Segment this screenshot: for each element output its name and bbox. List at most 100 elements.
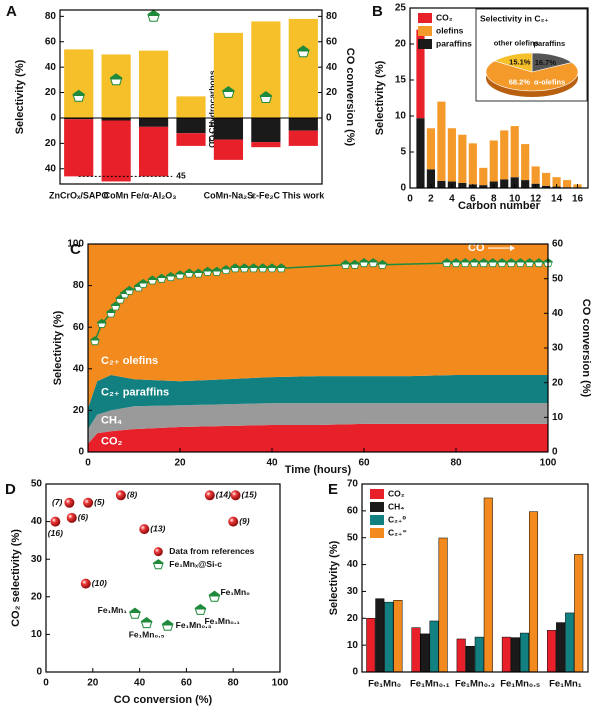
area-label: C₂₊ paraffins bbox=[101, 387, 169, 399]
y-axis-label: Selectivity (%) bbox=[374, 60, 386, 135]
x-tick-label: 16 bbox=[572, 194, 584, 205]
bar-segment bbox=[426, 169, 436, 188]
area-label: CO₂ bbox=[101, 436, 123, 448]
point bbox=[139, 524, 150, 535]
x-tick-label: 10 bbox=[509, 194, 521, 205]
bar-segment bbox=[426, 128, 436, 170]
y-tick-label: 60 bbox=[73, 322, 85, 333]
plot-frame bbox=[361, 483, 589, 673]
marker bbox=[368, 258, 378, 268]
y-tick-label: 40 bbox=[347, 559, 359, 570]
bar-segment bbox=[479, 185, 488, 188]
bar bbox=[556, 622, 566, 673]
bar-segment bbox=[437, 180, 446, 188]
bar bbox=[565, 612, 575, 673]
legend-label: Fe₁Mnₓ@Si-c bbox=[169, 559, 222, 569]
panel-letter: B bbox=[372, 3, 383, 20]
x-tick-label: 8 bbox=[491, 194, 497, 205]
legend-swatch bbox=[418, 13, 432, 23]
legend-label: C₂₊⁼ bbox=[388, 527, 407, 537]
point bbox=[129, 607, 141, 619]
bar-segment bbox=[176, 133, 206, 146]
bar-segment bbox=[213, 117, 244, 140]
y-tick-label: 20 bbox=[73, 405, 85, 416]
series-label: CO bbox=[468, 242, 485, 254]
y-axis-label: Selectivity (%) bbox=[14, 59, 26, 134]
legend-swatch bbox=[370, 502, 384, 512]
bar bbox=[501, 636, 511, 673]
bar-segment bbox=[101, 120, 131, 182]
bar-segment bbox=[288, 117, 318, 131]
y2-tick-label: 40 bbox=[326, 62, 338, 73]
bar bbox=[483, 497, 493, 673]
y-tick-label: 10 bbox=[395, 111, 407, 122]
plot-frame bbox=[409, 7, 589, 189]
panel-letter: D bbox=[5, 481, 16, 498]
marker bbox=[258, 263, 268, 273]
y-axis-label: Selectivity (%) bbox=[52, 310, 64, 385]
bar-segment bbox=[288, 130, 318, 146]
point-label: (9) bbox=[239, 516, 250, 526]
point-label: Fe₁Mn₀ bbox=[220, 587, 250, 597]
y-tick-label: 40 bbox=[45, 163, 57, 174]
marker bbox=[156, 273, 167, 283]
point bbox=[161, 619, 174, 631]
x-tick-label: 60 bbox=[181, 678, 193, 689]
point-label: Fe₁Mn₀.₅ bbox=[129, 629, 165, 639]
marker bbox=[138, 278, 148, 288]
point-label: (10) bbox=[92, 578, 107, 588]
y-tick-label: 60 bbox=[347, 505, 359, 516]
y2-axis-label: CO conversion (%) bbox=[580, 299, 592, 398]
marker bbox=[442, 258, 452, 268]
marker bbox=[248, 263, 259, 273]
x-tick-label: 0 bbox=[85, 458, 91, 469]
area bbox=[88, 375, 548, 430]
y-tick-label: 20 bbox=[45, 138, 57, 149]
bar bbox=[420, 633, 430, 673]
bar-segment bbox=[101, 117, 131, 121]
bar-segment bbox=[213, 139, 244, 160]
panel-letter: A bbox=[6, 3, 17, 20]
marker bbox=[97, 318, 107, 328]
pie-slice bbox=[531, 52, 573, 73]
marker bbox=[110, 301, 121, 311]
x-tick-label: CoMn bbox=[104, 190, 129, 200]
marker bbox=[267, 263, 277, 273]
bar bbox=[375, 598, 385, 673]
pie-label: α-olefins bbox=[534, 77, 565, 86]
bar-segment bbox=[64, 119, 94, 177]
marker bbox=[497, 258, 507, 268]
legend-swatch bbox=[418, 39, 432, 49]
y-tick-label: 0 bbox=[50, 113, 56, 124]
bar-segment bbox=[416, 29, 425, 119]
y-tick-label: 40 bbox=[31, 516, 43, 527]
point-label: (7) bbox=[52, 497, 63, 507]
legend-label: olefins bbox=[436, 25, 464, 35]
marker bbox=[147, 9, 160, 22]
pie-slice bbox=[493, 52, 533, 73]
bar-segment bbox=[458, 182, 467, 188]
y-tick-label: 60 bbox=[45, 36, 57, 47]
pie-value-label: 16.7% bbox=[535, 58, 557, 67]
x-tick-label: CoMn-Na₂S bbox=[204, 190, 254, 200]
y2-tick-label: 20 bbox=[552, 377, 564, 388]
bar bbox=[465, 645, 475, 673]
x-tick-label: 14 bbox=[551, 194, 563, 205]
bar-segment bbox=[251, 117, 281, 143]
y2-tick-label: 0 bbox=[552, 447, 558, 458]
point-label: (5) bbox=[94, 497, 105, 507]
y-tick-label: 0 bbox=[36, 667, 42, 678]
marker bbox=[230, 263, 240, 273]
bar-segment bbox=[101, 54, 131, 118]
bar-segment bbox=[500, 179, 509, 188]
area bbox=[88, 403, 548, 444]
legend-label: CO₂ bbox=[436, 12, 453, 22]
bar-segment bbox=[138, 126, 169, 177]
bar-segment bbox=[542, 172, 551, 186]
series-label: CO₂ bbox=[207, 131, 217, 148]
legend-label: Data from references bbox=[169, 546, 254, 556]
bar-segment bbox=[138, 50, 169, 118]
marker bbox=[193, 268, 204, 278]
annotation: 45 bbox=[176, 171, 186, 181]
y2-tick-label: 50 bbox=[552, 273, 564, 284]
